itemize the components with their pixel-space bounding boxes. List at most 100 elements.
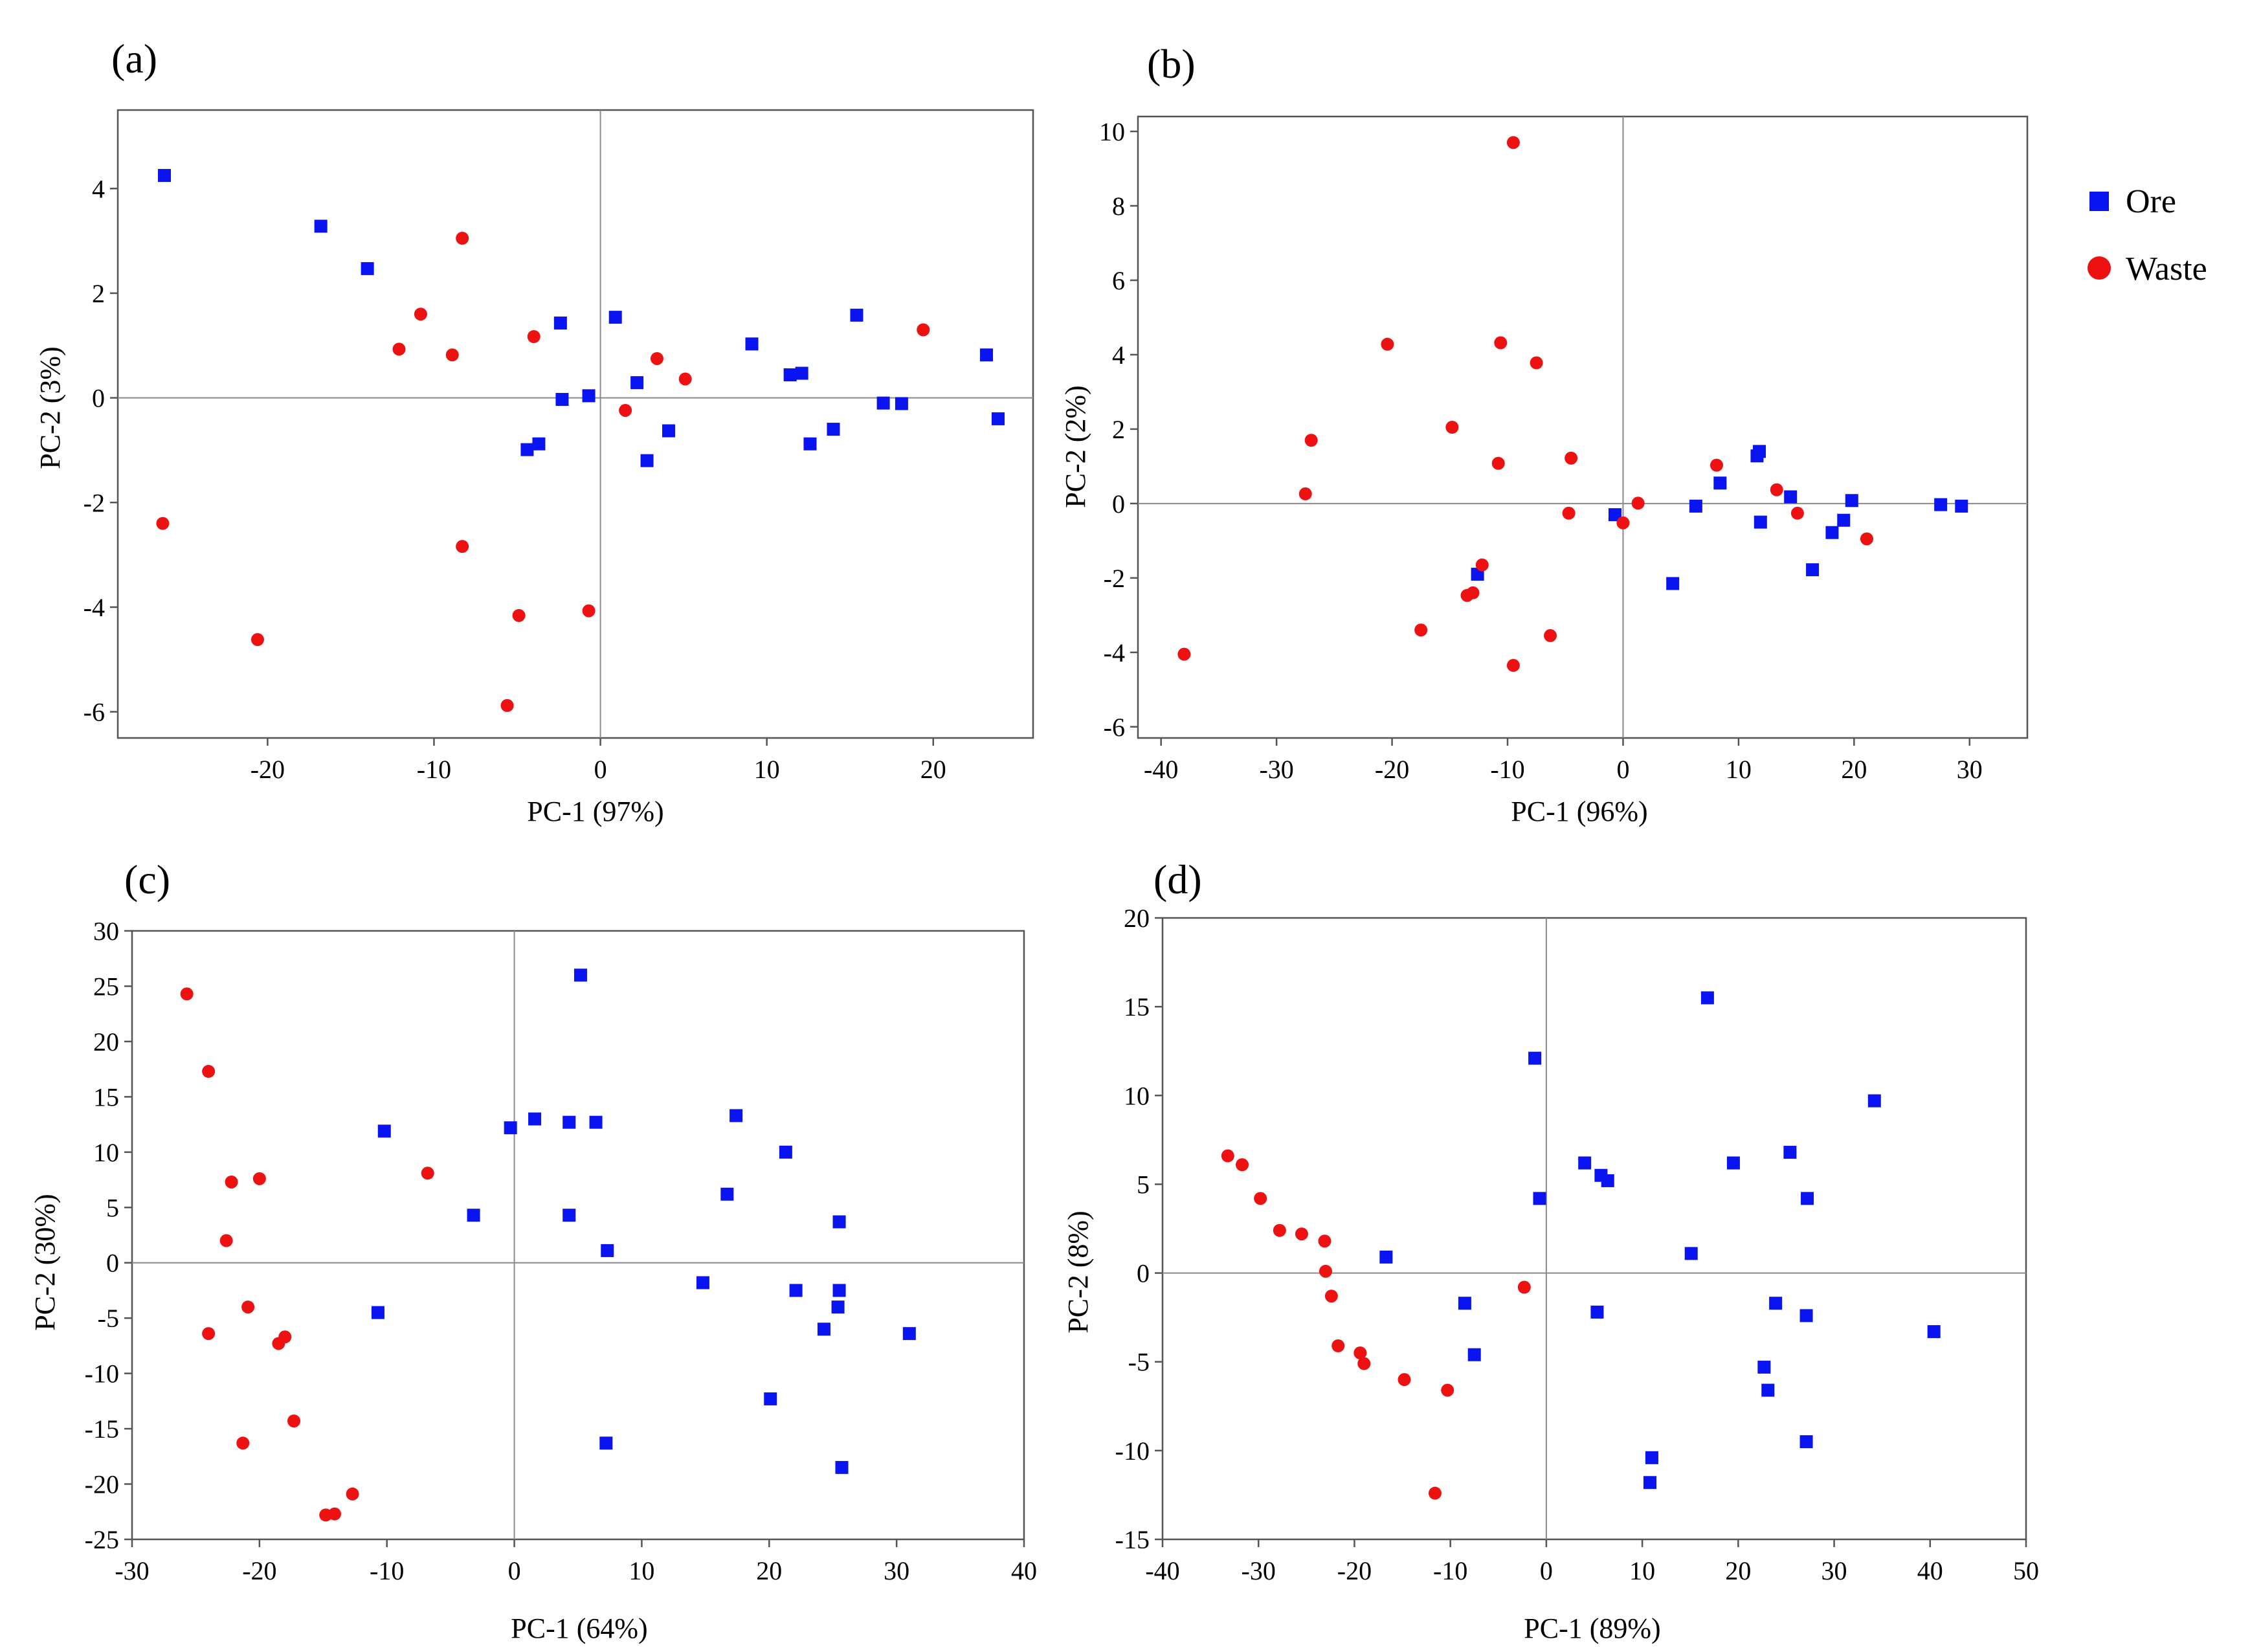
panel-d-ore-point xyxy=(1590,1305,1604,1319)
panel-c-plot-frame xyxy=(131,930,1025,1541)
panel-c-ore-point xyxy=(789,1284,803,1297)
panel-d-waste-point xyxy=(1398,1373,1411,1387)
panel-c-ore-point xyxy=(720,1187,734,1201)
panel-a-waste-point xyxy=(456,540,469,553)
panel-d-waste-point xyxy=(1273,1223,1286,1237)
panel-c-ore-point xyxy=(779,1145,792,1159)
panel-b-waste-point xyxy=(1177,647,1191,661)
legend-ore-marker xyxy=(2089,192,2109,211)
panel-d-ore-point xyxy=(1684,1247,1698,1260)
panel-d-xtick-label: -10 xyxy=(1433,1556,1467,1585)
panel-a-waste-point xyxy=(414,307,427,321)
panel-a-ore-point xyxy=(555,393,569,407)
panel-a-xtick-label: -10 xyxy=(417,755,451,784)
panel-c-ore-point xyxy=(832,1284,846,1297)
panel-c-ore-point xyxy=(504,1121,517,1135)
panel-d-waste-point xyxy=(1221,1149,1234,1163)
panel-c-ytick-label: 15 xyxy=(93,1082,119,1111)
panel-a-ore-point xyxy=(553,316,567,329)
panel-c-ore-point xyxy=(832,1215,846,1229)
legend: Ore Waste xyxy=(2088,183,2207,287)
panel-d-ore-point xyxy=(1799,1309,1813,1323)
panel-b-waste-point xyxy=(1381,337,1394,351)
panel-c-ytick-label: 20 xyxy=(93,1027,119,1056)
panel-a-ore-point xyxy=(850,308,863,322)
panel-b-xlabel: PC-1 (96%) xyxy=(1511,796,1647,827)
panel-a-ore-point xyxy=(314,219,328,233)
panel-d-ytick-label: 5 xyxy=(1137,1170,1150,1199)
panel-c-ytick-label: -25 xyxy=(85,1525,119,1554)
panel-d-xlabel: PC-1 (89%) xyxy=(1524,1613,1660,1644)
panel-d-xtick-label: 10 xyxy=(1629,1556,1655,1585)
panel-d-waste-point xyxy=(1319,1264,1332,1278)
panel-b-ore-point xyxy=(1689,499,1702,513)
panel-d-ore-point xyxy=(1783,1146,1797,1159)
panel-b-ytick-label: -2 xyxy=(1104,564,1125,593)
panel-d-waste-point xyxy=(1428,1486,1442,1500)
panel-d-ore-point xyxy=(1601,1174,1614,1187)
panel-c-ore-point xyxy=(574,968,587,982)
panel-c-waste-point xyxy=(272,1337,285,1350)
panel-b-ytick-label: 6 xyxy=(1112,266,1125,295)
panel-b-ore-point xyxy=(1825,526,1839,539)
panel-b-ore-point xyxy=(1666,577,1680,590)
panel-d-waste-point xyxy=(1517,1280,1531,1294)
panel-b-xtick-label: -40 xyxy=(1144,755,1178,784)
panel-a-xtick-label: 10 xyxy=(754,755,780,784)
panel-a-ytick-label: 2 xyxy=(92,279,105,308)
panel-d-ytick-label: 0 xyxy=(1137,1259,1150,1288)
panel-c-ytick-label: -15 xyxy=(85,1414,119,1444)
panel-a-ore-point xyxy=(582,389,596,403)
panel-a-waste-point xyxy=(512,608,526,622)
panel-c-ore-point xyxy=(589,1115,603,1129)
panel-a-ore-point xyxy=(876,396,890,410)
panel-b-ytick-label: -6 xyxy=(1104,713,1125,742)
panel-c-ore-point xyxy=(902,1327,916,1341)
panel-d-waste-point xyxy=(1295,1227,1308,1241)
panel-b-xtick-label: 30 xyxy=(1957,755,1983,784)
panel-b-waste-point xyxy=(1860,532,1873,546)
panel-b-plot-frame xyxy=(1137,115,2029,739)
panel-c-xtick-label: -20 xyxy=(242,1556,276,1585)
panel-a-ore-point xyxy=(895,397,908,410)
panel-d-waste-point xyxy=(1318,1234,1331,1248)
panel-a-xtick-label: 20 xyxy=(920,755,946,784)
panel-c-ytick-label: -20 xyxy=(85,1470,119,1499)
panel-b-xtick-label: 0 xyxy=(1616,755,1629,784)
panel-d-xtick-label: 30 xyxy=(1821,1556,1847,1585)
panel-a-waste-point xyxy=(456,232,469,245)
panel-d-xtick-label: -30 xyxy=(1242,1556,1276,1585)
panel-a-waste-point xyxy=(619,403,632,417)
panel-d-waste-point xyxy=(1254,1192,1267,1205)
panel-b-ore-point xyxy=(1713,476,1727,490)
panel-a-ore-point xyxy=(361,262,374,275)
panel-a-ore-point xyxy=(630,376,644,390)
panel-c-ore-point xyxy=(831,1300,845,1314)
panel-c-waste-point xyxy=(225,1175,238,1189)
panel-d-ore-point xyxy=(1458,1297,1471,1310)
panel-d-ore-point xyxy=(1867,1094,1881,1108)
panel-d-xtick-label: 50 xyxy=(2013,1556,2039,1585)
panel-d-xtick-label: -40 xyxy=(1145,1556,1179,1585)
panel-c-waste-point xyxy=(180,987,194,1001)
panel-b-ore-point xyxy=(1608,508,1621,522)
panel-b-waste-point xyxy=(1710,458,1723,472)
panel-c-ore-point xyxy=(601,1244,614,1257)
panel-a-ore-point xyxy=(608,311,622,324)
panel-b-ore-point xyxy=(1784,490,1798,504)
panel-c-xlabel: PC-1 (64%) xyxy=(511,1613,647,1644)
panel-c-ytick-label: -5 xyxy=(98,1304,119,1333)
panel-d-ore-point xyxy=(1799,1435,1813,1449)
panel-d-ore-point xyxy=(1801,1192,1814,1205)
panel-d-ore-point xyxy=(1467,1348,1481,1361)
panel-b-waste-point xyxy=(1304,434,1318,447)
panel-d-waste-point xyxy=(1331,1339,1345,1353)
panel-b-label: (b) xyxy=(1147,41,1196,87)
panel-c-ytick-label: 5 xyxy=(106,1193,119,1222)
panel-d-ytick-label: 20 xyxy=(1124,904,1150,933)
panel-d-ore-point xyxy=(1379,1250,1393,1264)
panel-c-waste-point xyxy=(236,1436,250,1450)
panel-b-xtick-label: 20 xyxy=(1841,755,1867,784)
panel-b-waste-point xyxy=(1414,623,1428,637)
